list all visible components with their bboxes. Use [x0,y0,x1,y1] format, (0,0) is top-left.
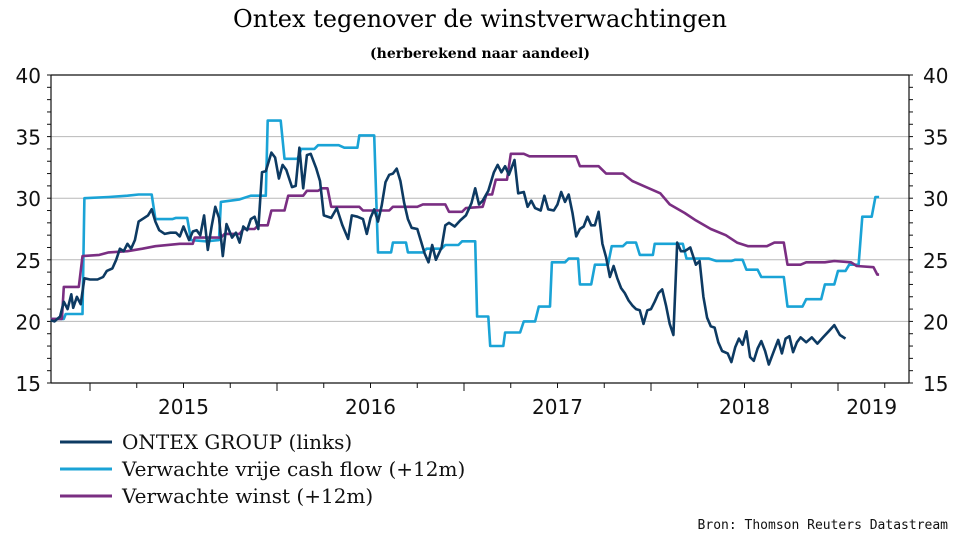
legend-label: Verwachte winst (+12m) [121,484,373,508]
y-tick-label: 15 [16,372,41,396]
gridlines [51,136,909,322]
y-tick-label: 20 [16,310,41,334]
series-line-winst [50,152,880,321]
y-axis-right: 15 20 25 30 35 40 [923,64,948,396]
legend-label: Verwachte vrije cash flow (+12m) [121,457,465,481]
chart-subtitle: (herberekend naar aandeel) [370,46,590,62]
chart-title: Ontex tegenover de winstverwachtingen [233,5,727,33]
series-lines [50,119,880,366]
y2-tick-label: 20 [923,310,948,334]
y-tick-label: 25 [16,249,41,273]
x-axis: 2015 2016 2017 2018 2019 [89,383,897,419]
legend: ONTEX GROUP (links) Verwachte vrije cash … [60,430,465,508]
y2-tick-label: 40 [923,64,948,88]
x-tick-label: 2019 [846,395,897,419]
y2-tick-label: 30 [923,187,948,211]
y-tick-label: 35 [16,126,41,150]
y2-tick-label: 35 [923,126,948,150]
legend-label: ONTEX GROUP (links) [122,430,352,454]
y2-tick-label: 15 [923,372,948,396]
x-tick-label: 2018 [719,395,770,419]
x-tick-label: 2015 [158,395,209,419]
x-tick-label: 2017 [532,395,583,419]
y-tick-label: 30 [16,187,41,211]
y2-tick-label: 25 [923,249,948,273]
y-tick-label: 40 [16,64,41,88]
source-note: Bron: Thomson Reuters Datastream [698,518,949,533]
x-tick-label: 2016 [345,395,396,419]
series-line-ontex [50,146,847,366]
y-axis-left: 15 20 25 30 35 40 [16,64,41,396]
axes [47,74,913,384]
